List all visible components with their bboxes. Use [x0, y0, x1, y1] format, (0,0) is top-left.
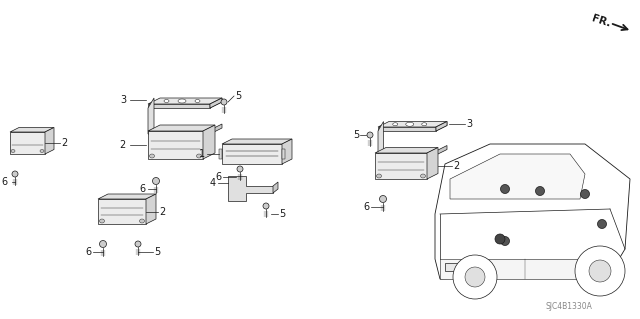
- Bar: [148, 130, 210, 134]
- Text: 6: 6: [215, 172, 221, 182]
- Ellipse shape: [11, 150, 15, 152]
- Polygon shape: [98, 194, 156, 199]
- Bar: [148, 131, 203, 159]
- Ellipse shape: [195, 100, 200, 102]
- Polygon shape: [436, 122, 447, 131]
- Polygon shape: [148, 98, 154, 134]
- Circle shape: [580, 189, 589, 198]
- Ellipse shape: [40, 150, 44, 152]
- Polygon shape: [375, 147, 438, 153]
- Text: 5: 5: [279, 209, 285, 219]
- Ellipse shape: [422, 123, 427, 126]
- Circle shape: [495, 234, 505, 244]
- Circle shape: [380, 196, 387, 203]
- Text: SJC4B1330A: SJC4B1330A: [545, 302, 592, 311]
- Circle shape: [221, 99, 227, 105]
- Bar: [282, 149, 285, 159]
- Polygon shape: [436, 122, 447, 131]
- Text: 2: 2: [61, 138, 67, 148]
- Circle shape: [12, 171, 18, 177]
- Polygon shape: [378, 122, 447, 127]
- Text: FR.: FR.: [590, 13, 611, 29]
- Text: 5: 5: [154, 247, 160, 257]
- Circle shape: [500, 236, 509, 246]
- Text: 1: 1: [199, 149, 205, 159]
- Polygon shape: [222, 139, 292, 144]
- Circle shape: [263, 203, 269, 209]
- Text: 5: 5: [235, 91, 241, 101]
- Bar: [445, 263, 460, 271]
- Text: 6: 6: [139, 184, 145, 194]
- Circle shape: [575, 246, 625, 296]
- Bar: [375, 153, 427, 179]
- Polygon shape: [435, 144, 630, 279]
- Circle shape: [152, 177, 159, 184]
- Text: 4: 4: [210, 178, 216, 188]
- Ellipse shape: [196, 154, 202, 158]
- Ellipse shape: [376, 174, 381, 178]
- Bar: [378, 127, 436, 131]
- Bar: [595, 263, 610, 271]
- Text: 6: 6: [85, 247, 91, 257]
- Polygon shape: [427, 147, 438, 179]
- Polygon shape: [45, 128, 54, 154]
- Polygon shape: [10, 128, 54, 132]
- Ellipse shape: [393, 123, 397, 126]
- Ellipse shape: [406, 122, 413, 126]
- Text: 5: 5: [353, 130, 359, 140]
- Polygon shape: [210, 98, 222, 108]
- Text: 2: 2: [453, 161, 460, 171]
- Bar: [219, 149, 222, 159]
- Polygon shape: [146, 194, 156, 224]
- Circle shape: [536, 187, 545, 196]
- Circle shape: [500, 184, 509, 194]
- Polygon shape: [148, 125, 215, 131]
- Polygon shape: [210, 98, 222, 108]
- Ellipse shape: [178, 99, 186, 103]
- Polygon shape: [273, 182, 278, 193]
- Polygon shape: [282, 139, 292, 164]
- Text: 6: 6: [1, 177, 7, 187]
- Circle shape: [453, 255, 497, 299]
- Bar: [378, 151, 436, 155]
- Ellipse shape: [150, 154, 154, 158]
- Bar: [10, 132, 45, 154]
- Bar: [98, 199, 146, 224]
- Ellipse shape: [140, 219, 145, 223]
- Bar: [440, 259, 610, 279]
- Circle shape: [465, 267, 485, 287]
- Circle shape: [589, 260, 611, 282]
- Ellipse shape: [99, 219, 104, 223]
- Circle shape: [367, 132, 373, 138]
- Text: 6: 6: [363, 202, 369, 212]
- Text: 3: 3: [120, 95, 126, 105]
- Text: 2: 2: [159, 207, 165, 217]
- Text: 2: 2: [120, 140, 126, 150]
- Polygon shape: [450, 154, 585, 199]
- Text: 3: 3: [466, 119, 472, 129]
- Polygon shape: [228, 176, 273, 201]
- Circle shape: [237, 166, 243, 172]
- Ellipse shape: [164, 100, 169, 102]
- Bar: [222, 144, 282, 164]
- Ellipse shape: [420, 174, 426, 178]
- Polygon shape: [148, 98, 222, 104]
- Polygon shape: [378, 122, 383, 155]
- Bar: [148, 104, 210, 108]
- Polygon shape: [203, 125, 215, 159]
- Polygon shape: [210, 124, 222, 134]
- Circle shape: [598, 219, 607, 228]
- Circle shape: [135, 241, 141, 247]
- Circle shape: [99, 241, 106, 248]
- Polygon shape: [436, 145, 447, 155]
